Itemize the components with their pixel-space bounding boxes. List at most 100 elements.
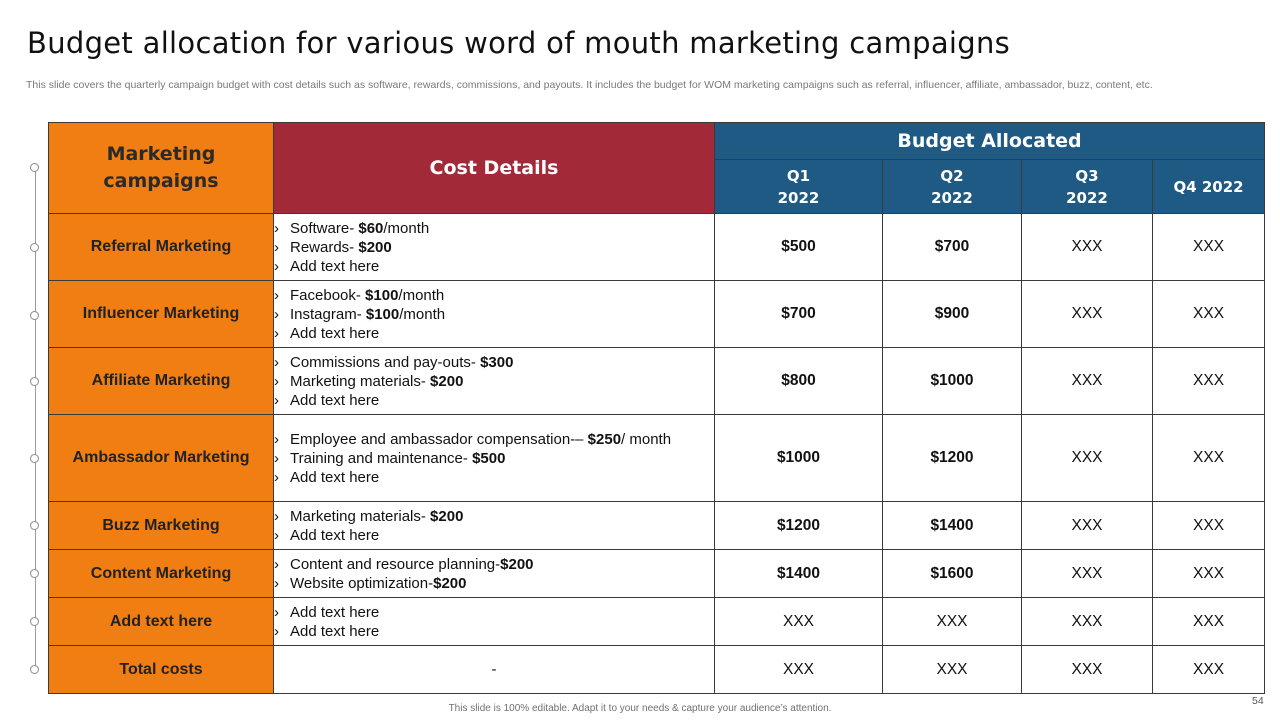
budget-q1: $1400	[714, 549, 883, 598]
header-quarter-3: Q3 2022	[1021, 159, 1153, 214]
total-q1: XXX	[714, 645, 883, 694]
chevron-right-icon: ›	[274, 353, 279, 371]
cost-text: Marketing materials- $200	[290, 372, 463, 391]
chevron-right-icon: ›	[274, 603, 279, 621]
budget-q3: XXX	[1021, 597, 1153, 646]
total-q3: XXX	[1021, 645, 1153, 694]
chevron-right-icon: ›	[274, 622, 279, 640]
budget-q3: XXX	[1021, 549, 1153, 598]
budget-q1: $1000	[714, 414, 883, 502]
table-row: Ambassador Marketing › Employee and ambass…	[48, 414, 1266, 502]
cost-text: Add text here	[290, 391, 379, 410]
chevron-right-icon: ›	[274, 257, 279, 275]
cost-text: Facebook- $100/month	[290, 286, 444, 305]
chevron-right-icon: ›	[274, 238, 279, 256]
budget-q3: XXX	[1021, 280, 1153, 348]
cost-label: Website optimization-	[290, 574, 434, 592]
table-row: Referral Marketing › Software- $60/month › R…	[48, 213, 1266, 281]
cost-label: Marketing materials-	[290, 507, 431, 525]
budget-q2: $1000	[882, 347, 1022, 415]
table-row: Buzz Marketing › Marketing materials- $200…	[48, 501, 1266, 550]
cost-amount: $200	[433, 574, 467, 592]
chevron-right-icon: ›	[274, 555, 279, 573]
budget-table: Marketing campaigns Cost Details Budget …	[48, 122, 1266, 694]
cost-unit: / month	[621, 430, 672, 448]
campaign-name: Referral Marketing	[48, 213, 274, 281]
cost-item: › Add text here	[274, 257, 714, 276]
cost-label: Rewards-	[290, 238, 359, 256]
chevron-right-icon: ›	[274, 430, 279, 448]
cost-amount: $250	[587, 430, 622, 448]
cost-label: Add text here	[290, 622, 380, 640]
cost-item: › Add text here	[274, 603, 714, 622]
cost-amount: $200	[358, 238, 392, 256]
cost-item: › Software- $60/month	[274, 219, 714, 238]
page-title: Budget allocation for various word of mo…	[27, 26, 1011, 60]
cost-text: Add text here	[290, 603, 379, 622]
cost-item: › Content and resource planning-$200	[274, 555, 714, 574]
budget-q1: XXX	[714, 597, 883, 646]
cost-item: › Training and maintenance- $500	[274, 449, 714, 468]
cost-details: › Employee and ambassador compensation-– …	[273, 414, 715, 502]
cost-item: › Website optimization-$200	[274, 574, 714, 593]
quarter-year: 2022	[1066, 188, 1108, 207]
cost-item: › Facebook- $100/month	[274, 286, 714, 305]
header-quarter-1: Q1 2022	[714, 159, 883, 214]
cost-label: Add text here	[290, 468, 380, 486]
chevron-right-icon: ›	[274, 468, 279, 486]
cost-details: › Content and resource planning-$200 › Webs…	[273, 549, 715, 598]
cost-text: Add text here	[290, 324, 379, 343]
cost-item: › Marketing materials- $200	[274, 372, 714, 391]
total-q4: XXX	[1151, 645, 1266, 694]
quarter-year: 2022	[777, 188, 820, 207]
header-marketing-campaigns: Marketing campaigns	[48, 122, 274, 214]
budget-q4: XXX	[1151, 347, 1266, 415]
header-budget-allocated: Budget Allocated	[713, 122, 1266, 160]
quarter-label: Q4 2022	[1173, 177, 1244, 196]
cost-amount: $200	[430, 372, 464, 390]
timeline-node-icon	[30, 454, 39, 463]
cost-item: › Add text here	[274, 391, 714, 410]
timeline-node-icon	[30, 377, 39, 386]
budget-q4: XXX	[1151, 501, 1266, 550]
table-row: Add text here › Add text here › Add text her…	[48, 597, 1266, 646]
timeline-node-icon	[30, 521, 39, 530]
budget-q2: $1400	[882, 501, 1022, 550]
cost-item: › Instagram- $100/month	[274, 305, 714, 324]
cost-text: Add text here	[290, 468, 379, 487]
cost-item: › Commissions and pay-outs- $300	[274, 353, 714, 372]
budget-q3: XXX	[1021, 414, 1153, 502]
quarter-year: 2022	[931, 188, 973, 207]
page-number: 54	[1252, 695, 1264, 707]
cost-text: Content and resource planning-$200	[290, 555, 534, 574]
chevron-right-icon: ›	[274, 574, 279, 592]
cost-text: Software- $60/month	[290, 219, 429, 238]
chevron-right-icon: ›	[274, 219, 279, 237]
cost-unit: /month	[383, 219, 430, 237]
cost-details: › Software- $60/month › Rewards- $200 › Add t…	[273, 213, 715, 281]
cost-details: › Add text here › Add text here	[273, 597, 715, 646]
cost-item: › Rewards- $200	[274, 238, 714, 257]
quarter-label: Q1	[786, 166, 811, 185]
chevron-right-icon: ›	[274, 372, 279, 390]
total-q2: XXX	[882, 645, 1022, 694]
chevron-right-icon: ›	[274, 324, 279, 342]
cost-label: Add text here	[290, 391, 380, 409]
header-quarter-4: Q4 2022	[1151, 159, 1266, 214]
cost-amount: $500	[472, 449, 506, 467]
timeline-line	[35, 167, 36, 670]
chevron-right-icon: ›	[274, 507, 279, 525]
cost-unit: /month	[398, 286, 445, 304]
budget-q1: $800	[714, 347, 883, 415]
quarter-header-row: Q1 2022 Q2 2022 Q3 2022 Q4 2022	[49, 159, 1266, 214]
campaign-name: Influencer Marketing	[48, 280, 274, 348]
total-cost: -	[273, 645, 715, 694]
timeline-node-icon	[30, 163, 39, 172]
budget-q2: XXX	[882, 597, 1022, 646]
timeline-node-icon	[30, 665, 39, 674]
quarter-label: Q3	[1075, 166, 1099, 185]
cost-details: › Facebook- $100/month › Instagram- $100/mo…	[273, 280, 715, 348]
budget-q4: XXX	[1151, 597, 1266, 646]
cost-label: Training and maintenance-	[290, 449, 473, 467]
cost-amount: $60	[358, 219, 384, 237]
